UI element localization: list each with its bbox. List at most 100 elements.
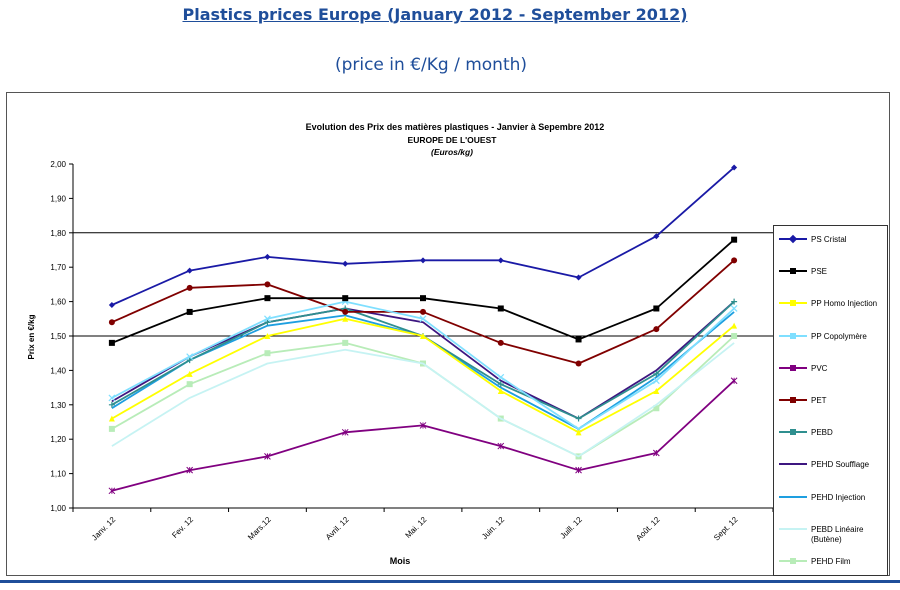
legend-swatch (779, 268, 807, 275)
legend-label: PS Cristal (811, 235, 847, 244)
chart-unit-label: (Euros/kg) (431, 147, 473, 157)
y-tick-label: 1,30 (50, 401, 66, 410)
x-tick-label: Janv. 12 (90, 515, 118, 543)
data-point (497, 373, 505, 381)
data-point (575, 336, 582, 343)
data-point (575, 274, 582, 281)
data-point (419, 315, 427, 323)
data-point (731, 333, 738, 339)
data-point (497, 305, 504, 312)
data-point (497, 388, 504, 395)
data-point (653, 326, 660, 333)
data-point (497, 339, 504, 346)
data-point (341, 428, 349, 436)
data-point (653, 405, 660, 412)
x-tick-label: Avril. 12 (324, 515, 351, 542)
legend-item: PEHD Soufflage (778, 459, 888, 493)
y-tick-label: 1,20 (50, 435, 66, 444)
data-point (575, 466, 582, 474)
legend-swatch (779, 234, 807, 244)
data-point (420, 295, 426, 302)
data-point (186, 308, 193, 315)
data-point (342, 315, 349, 322)
data-point (653, 305, 660, 312)
data-point (575, 360, 582, 367)
x-tick-label: Mars.12 (246, 515, 273, 542)
data-point (419, 422, 427, 429)
data-point (264, 350, 271, 357)
plot-area: 1,00 1,10 1,20 1,30 1,40 1,50 1,60 1,70 1,80 1,90… (50, 160, 774, 543)
data-point (264, 295, 271, 302)
data-point (264, 319, 271, 326)
data-point (653, 388, 660, 395)
data-point (575, 415, 582, 422)
legend-swatch (779, 495, 807, 498)
legend-swatch (779, 300, 807, 307)
legend-item: PEBD (778, 427, 888, 461)
data-point (731, 322, 738, 329)
data-point (652, 377, 660, 385)
legend-label: PEHD Film (811, 557, 851, 566)
series-line (111, 342, 735, 458)
legend-label: PP Copolymère (811, 331, 867, 341)
data-point (264, 253, 271, 260)
y-tick-label: 2,00 (50, 160, 66, 169)
series-line (111, 166, 735, 306)
data-point (264, 281, 271, 288)
data-point (264, 453, 271, 460)
data-point (342, 308, 349, 315)
data-point (108, 302, 115, 309)
legend-swatch (779, 332, 807, 339)
data-point (652, 449, 660, 457)
x-axis-label: Mois (390, 556, 411, 566)
data-point (108, 394, 116, 402)
legend-item: PP Homo Injection (778, 298, 888, 332)
y-tick-label: 1,90 (50, 194, 66, 203)
series-line (111, 311, 735, 430)
legend-item: PVC (778, 363, 888, 397)
data-point (731, 236, 738, 243)
legend-swatch (779, 527, 807, 530)
legend-label: PEBD (811, 428, 833, 438)
chart-subtitle: EUROPE DE L'OUEST (408, 135, 498, 145)
y-axis-label: Prix en €/kg (27, 314, 36, 359)
data-point (497, 381, 504, 388)
legend-item: PEBD Linéaire (Butène) (778, 524, 888, 558)
data-point (497, 442, 505, 450)
legend-label: PEHD Injection (811, 492, 866, 502)
x-tick-label: Fev. 12 (170, 515, 195, 540)
data-point (575, 429, 582, 436)
legend-label: PP Homo Injection (811, 299, 878, 309)
data-point (108, 425, 115, 432)
series-line (111, 239, 735, 344)
x-tick-label: Mai. 12 (403, 515, 428, 540)
legend-item: PEHD Film (778, 556, 888, 590)
y-tick-label: 1,10 (50, 470, 66, 479)
data-point (342, 295, 349, 302)
data-point (186, 284, 193, 291)
legend-swatch (779, 558, 807, 564)
x-tick-label: Juill. 12 (558, 515, 584, 541)
data-point (186, 381, 193, 388)
y-tick-label: 1,00 (50, 504, 66, 513)
legend-swatch (779, 397, 807, 403)
data-point (420, 308, 426, 315)
y-tick-label: 1,50 (50, 332, 66, 341)
legend-label: PVC (811, 363, 828, 373)
legend-item: PSE (778, 266, 888, 300)
page-title: Plastics prices Europe (January 2012 - S… (182, 5, 688, 24)
series-line (111, 380, 735, 492)
data-point (342, 260, 349, 267)
data-point (108, 487, 116, 495)
chart-frame (6, 92, 890, 576)
legend-swatch (779, 429, 807, 436)
x-tick-label: Juin. 12 (480, 515, 507, 542)
legend-swatch (779, 463, 807, 466)
y-tick-label: 1,40 (50, 366, 66, 375)
page-subtitle: (price in €/Kg / month) (334, 55, 528, 75)
data-point (108, 339, 115, 346)
bottom-rule (0, 580, 900, 583)
data-point (730, 305, 738, 312)
y-tick-label: 1,60 (50, 298, 66, 307)
